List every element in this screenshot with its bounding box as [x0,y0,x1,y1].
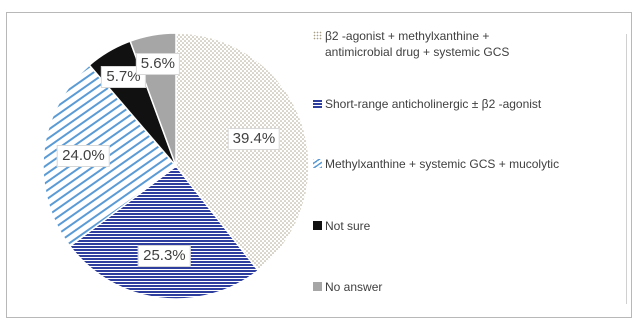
legend-item: Not sure [313,218,370,234]
legend-label: Not sure [325,219,371,233]
slice-value-label: 24.0% [57,145,110,168]
legend-item: No answer [313,279,382,295]
legend-swatch [313,31,322,40]
slice-value-label: 5.6% [135,52,180,75]
legend-swatch [313,99,322,108]
legend-label: No answer [325,280,383,294]
legend-label: Short-range anticholinergic ± β2 -agonis… [325,97,542,111]
legend-swatch [313,159,322,168]
slice-value-label: 5.7% [101,65,146,88]
legend-label: β2 -agonist + methylxanthine + antimicro… [325,29,510,60]
legend-item: Short-range anticholinergic ± β2 -agonis… [313,96,541,112]
slice-value-label: 25.3% [138,244,191,267]
frame-divider [626,34,627,304]
slice-value-label: 39.4% [227,128,281,151]
pie-slice [175,32,310,272]
legend-swatch [313,221,322,230]
legend-swatch [313,282,322,291]
legend-item: β2 -agonist + methylxanthine + antimicro… [313,28,509,60]
legend-item: Methylxanthine + systemic GCS + mucolyti… [313,156,559,172]
legend-label: Methylxanthine + systemic GCS + mucolyti… [325,157,560,171]
pie-slice [68,164,260,300]
